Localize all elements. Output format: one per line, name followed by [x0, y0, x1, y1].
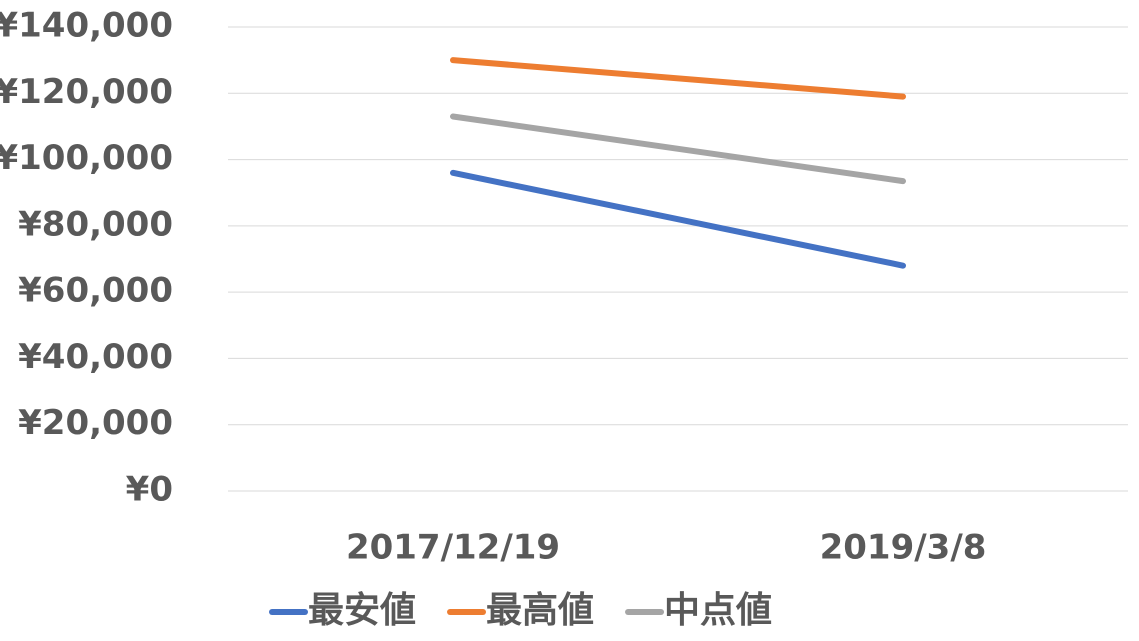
- y-tick-label: ¥120,000: [0, 72, 173, 112]
- legend-label: 最安値: [308, 590, 416, 631]
- series-line: [450, 169, 906, 269]
- x-tick-label: 2017/12/19: [346, 528, 560, 568]
- y-tick-label: ¥100,000: [0, 138, 173, 178]
- y-tick-label: ¥60,000: [18, 271, 173, 311]
- y-tick-label: ¥0: [126, 470, 173, 510]
- y-tick-label: ¥20,000: [18, 403, 173, 443]
- x-tick-label: 2019/3/8: [820, 528, 987, 568]
- legend-label: 中点値: [664, 590, 772, 631]
- series-line: [450, 57, 906, 100]
- y-tick-label: ¥140,000: [0, 6, 173, 46]
- series-line: [450, 113, 906, 185]
- y-tick-label: ¥40,000: [18, 337, 173, 377]
- legend-label: 最高値: [486, 590, 594, 631]
- y-tick-label: ¥80,000: [18, 204, 173, 244]
